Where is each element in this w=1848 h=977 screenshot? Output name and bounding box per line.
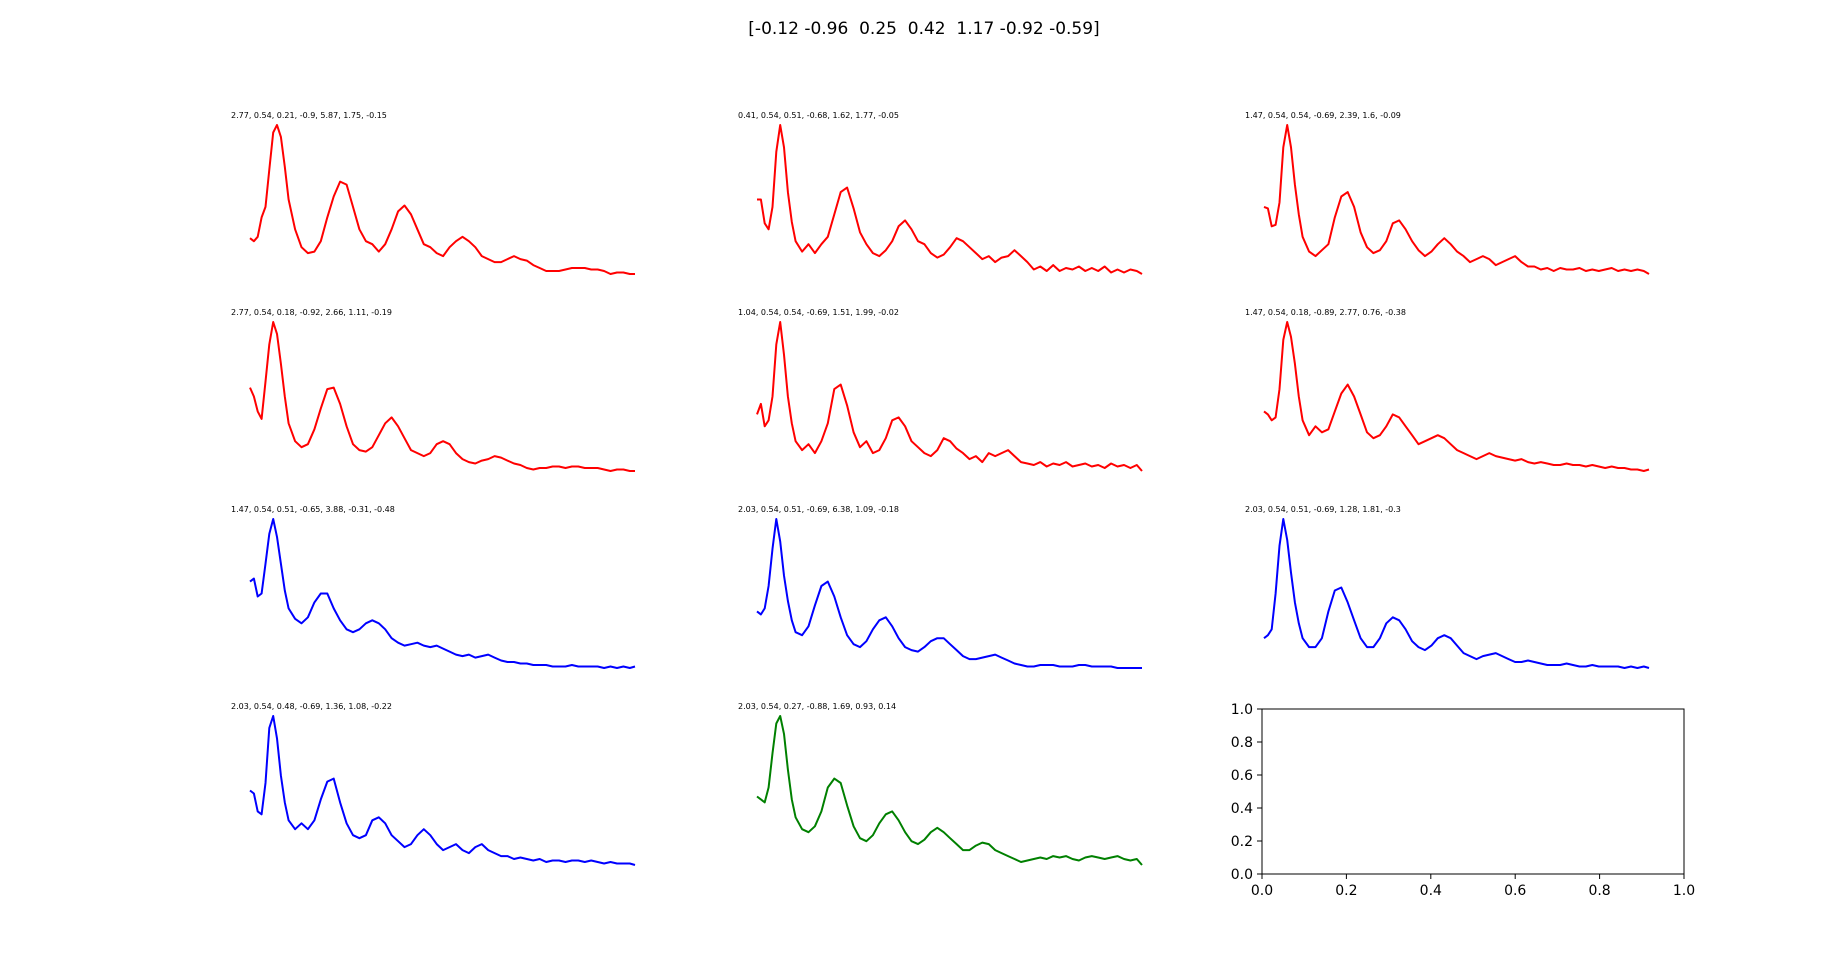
subplot-12: 0.0 0.2 0.4 0.6 0.8 1.0 0.0 0.2 0.4 0.6 0.8 1.0 [1231,702,1695,899]
series-line [756,321,1143,472]
subplot-title: 0.41, 0.54, 0.51, -0.68, 1.62, 1.77, -0.… [738,111,899,120]
figure-suptitle: [-0.12 -0.96 0.25 0.42 1.17 -0.92 -0.59] [748,19,1099,39]
y-tick-label: 0.4 [1231,801,1253,817]
subplot-title: 2.03, 0.54, 0.48, -0.69, 1.36, 1.08, -0.… [231,702,392,711]
subplot-4: 2.77, 0.54, 0.18, -0.92, 2.66, 1.11, -0.… [231,308,635,472]
subplot-title: 2.77, 0.54, 0.21, -0.9, 5.87, 1.75, -0.1… [231,111,387,120]
subplot-grid: 2.77, 0.54, 0.21, -0.9, 5.87, 1.75, -0.1… [231,111,1695,899]
axes-frame [1261,708,1685,875]
subplot-title: 2.77, 0.54, 0.18, -0.92, 2.66, 1.11, -0.… [231,308,392,317]
subplot-7: 1.47, 0.54, 0.51, -0.65, 3.88, -0.31, -0… [231,505,636,669]
subplot-2: 0.41, 0.54, 0.51, -0.68, 1.62, 1.77, -0.… [738,111,1143,275]
subplot-title: 1.04, 0.54, 0.54, -0.69, 1.51, 1.99, -0.… [738,308,899,317]
subplot-title: 2.03, 0.54, 0.51, -0.69, 6.38, 1.09, -0.… [738,505,899,514]
series-line [249,124,635,275]
series-line [757,124,1143,275]
subplot-title: 2.03, 0.54, 0.27, -0.88, 1.69, 0.93, 0.1… [738,702,896,711]
x-tick-label: 0.6 [1504,883,1526,899]
series-line [1263,518,1650,669]
series-line [249,321,635,472]
y-tick-label: 0.2 [1231,834,1253,850]
subplot-3: 1.47, 0.54, 0.54, -0.69, 2.39, 1.6, -0.0… [1245,111,1650,275]
y-tick-label: 0.8 [1231,735,1253,751]
x-tick-label: 0.0 [1251,883,1273,899]
subplot-5: 1.04, 0.54, 0.54, -0.69, 1.51, 1.99, -0.… [738,308,1143,472]
series-line [1263,124,1650,275]
y-tick-label: 1.0 [1231,702,1253,718]
series-line [1263,321,1650,472]
series-line [756,518,1142,669]
subplot-title: 1.47, 0.54, 0.18, -0.89, 2.77, 0.76, -0.… [1245,308,1406,317]
subplot-8: 2.03, 0.54, 0.51, -0.69, 6.38, 1.09, -0.… [738,505,1142,669]
subplot-6: 1.47, 0.54, 0.18, -0.89, 2.77, 0.76, -0.… [1245,308,1650,472]
series-line [249,715,636,866]
y-tick-label: 0.6 [1231,768,1253,784]
subplot-9: 2.03, 0.54, 0.51, -0.69, 1.28, 1.81, -0.… [1245,505,1650,669]
subplot-1: 2.77, 0.54, 0.21, -0.9, 5.87, 1.75, -0.1… [231,111,635,275]
subplot-11: 2.03, 0.54, 0.27, -0.88, 1.69, 0.93, 0.1… [738,702,1143,866]
subplot-title: 1.47, 0.54, 0.51, -0.65, 3.88, -0.31, -0… [231,505,395,514]
subplot-10: 2.03, 0.54, 0.48, -0.69, 1.36, 1.08, -0.… [231,702,636,866]
subplot-title: 1.47, 0.54, 0.54, -0.69, 2.39, 1.6, -0.0… [1245,111,1401,120]
series-line [249,518,636,669]
x-tick-label: 0.2 [1335,883,1357,899]
subplot-title: 2.03, 0.54, 0.51, -0.69, 1.28, 1.81, -0.… [1245,505,1401,514]
x-tick-label: 0.8 [1588,883,1610,899]
x-tick-label: 1.0 [1673,883,1695,899]
x-tick-label: 0.4 [1420,883,1442,899]
y-tick-label: 0.0 [1231,867,1253,883]
series-line [756,715,1143,866]
